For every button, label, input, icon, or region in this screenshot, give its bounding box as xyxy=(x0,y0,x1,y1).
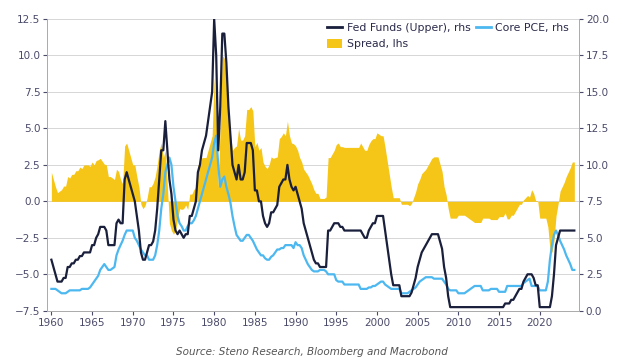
Legend: Fed Funds (Upper), rhs, Spread, lhs, Core PCE, rhs: Fed Funds (Upper), rhs, Spread, lhs, Cor… xyxy=(323,19,573,53)
Text: Source: Steno Research, Bloomberg and Macrobond: Source: Steno Research, Bloomberg and Ma… xyxy=(176,347,448,357)
